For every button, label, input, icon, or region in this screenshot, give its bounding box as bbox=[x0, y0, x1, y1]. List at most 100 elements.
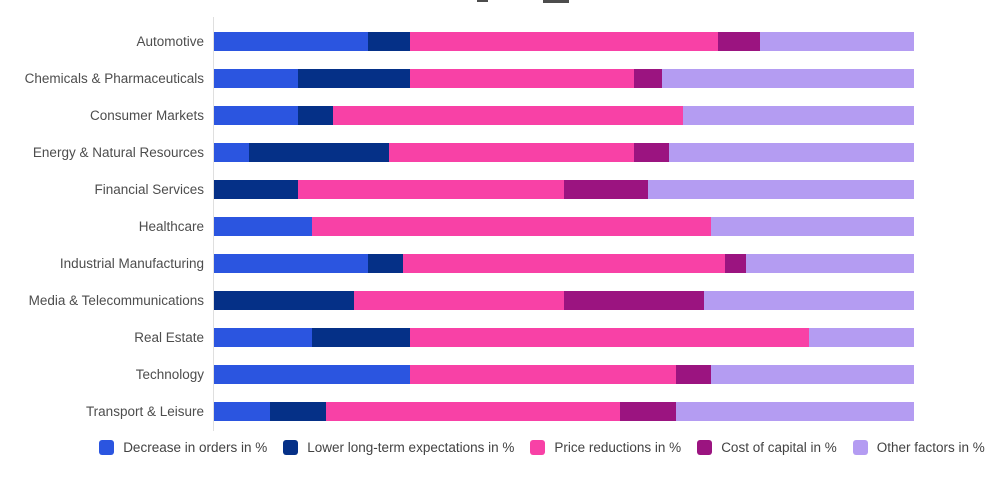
legend-swatch-icon bbox=[99, 440, 115, 455]
stacked-bar bbox=[214, 254, 914, 273]
bar-segment-price-reductions-in[interactable] bbox=[410, 365, 676, 384]
bar-segment-other-factors-in[interactable] bbox=[648, 180, 914, 199]
bar-segment-decrease-in-orders-in[interactable] bbox=[214, 365, 410, 384]
bar-segment-decrease-in-orders-in[interactable] bbox=[214, 32, 368, 51]
bar-segment-cost-of-capital-in[interactable] bbox=[564, 291, 704, 310]
bar-segment-lower-long-term-expectations-in[interactable] bbox=[368, 32, 410, 51]
bar-segment-price-reductions-in[interactable] bbox=[333, 106, 683, 125]
stacked-bar bbox=[214, 291, 914, 310]
legend-item-decrease-in-orders-in[interactable]: Decrease in orders in % bbox=[99, 440, 267, 455]
category-label: Industrial Manufacturing bbox=[59, 256, 204, 271]
bar-row: Financial Services bbox=[0, 171, 1000, 208]
bar-segment-decrease-in-orders-in[interactable] bbox=[214, 143, 249, 162]
bar-segment-price-reductions-in[interactable] bbox=[410, 69, 634, 88]
bar-row: Energy & Natural Resources bbox=[0, 134, 1000, 171]
bar-segment-other-factors-in[interactable] bbox=[676, 402, 914, 421]
bar-segment-decrease-in-orders-in[interactable] bbox=[214, 217, 312, 236]
bar-segment-lower-long-term-expectations-in[interactable] bbox=[312, 328, 410, 347]
category-label: Media & Telecommunications bbox=[28, 293, 204, 308]
category-label: Consumer Markets bbox=[89, 108, 204, 123]
bar-segment-cost-of-capital-in[interactable] bbox=[564, 180, 648, 199]
bar-segment-cost-of-capital-in[interactable] bbox=[718, 32, 760, 51]
bar-segment-price-reductions-in[interactable] bbox=[410, 32, 718, 51]
bar-segment-lower-long-term-expectations-in[interactable] bbox=[249, 143, 389, 162]
legend-swatch-icon bbox=[697, 440, 713, 455]
category-label: Real Estate bbox=[134, 330, 204, 345]
y-axis-line bbox=[213, 17, 214, 431]
bar-segment-cost-of-capital-in[interactable] bbox=[620, 402, 676, 421]
stacked-bar bbox=[214, 106, 914, 125]
legend-item-price-reductions-in[interactable]: Price reductions in % bbox=[530, 440, 681, 455]
stacked-bar bbox=[214, 365, 914, 384]
stacked-bar bbox=[214, 180, 914, 199]
stacked-bar bbox=[214, 69, 914, 88]
bar-row: Industrial Manufacturing bbox=[0, 245, 1000, 282]
legend-label: Decrease in orders in % bbox=[123, 440, 268, 455]
bar-segment-other-factors-in[interactable] bbox=[711, 217, 914, 236]
category-label: Chemicals & Pharmaceuticals bbox=[24, 71, 204, 86]
bar-segment-cost-of-capital-in[interactable] bbox=[725, 254, 746, 273]
bar-segment-other-factors-in[interactable] bbox=[704, 291, 914, 310]
cropped-title-fragment bbox=[477, 0, 488, 2]
bar-segment-other-factors-in[interactable] bbox=[711, 365, 914, 384]
bar-row: Chemicals & Pharmaceuticals bbox=[0, 60, 1000, 97]
legend-item-other-factors-in[interactable]: Other factors in % bbox=[852, 440, 985, 455]
category-label: Financial Services bbox=[94, 182, 204, 197]
bar-segment-price-reductions-in[interactable] bbox=[389, 143, 634, 162]
bar-row: Transport & Leisure bbox=[0, 393, 1000, 430]
bar-row: Consumer Markets bbox=[0, 97, 1000, 134]
stacked-bar bbox=[214, 328, 914, 347]
bar-segment-other-factors-in[interactable] bbox=[746, 254, 914, 273]
legend: Decrease in orders in % Lower long-term e… bbox=[84, 440, 1000, 455]
bar-row: Media & Telecommunications bbox=[0, 282, 1000, 319]
stacked-bar bbox=[214, 402, 914, 421]
legend-item-cost-of-capital-in[interactable]: Cost of capital in % bbox=[697, 440, 837, 455]
bar-segment-cost-of-capital-in[interactable] bbox=[634, 69, 662, 88]
stacked-bar bbox=[214, 143, 914, 162]
legend-label: Lower long-term expectations in % bbox=[307, 440, 515, 455]
bar-segment-other-factors-in[interactable] bbox=[760, 32, 914, 51]
legend-swatch-icon bbox=[283, 440, 299, 455]
bar-segment-cost-of-capital-in[interactable] bbox=[634, 143, 669, 162]
bar-row: Technology bbox=[0, 356, 1000, 393]
category-label: Technology bbox=[135, 367, 204, 382]
cropped-title-fragment bbox=[543, 0, 569, 3]
legend-label: Cost of capital in % bbox=[721, 440, 837, 455]
bar-segment-price-reductions-in[interactable] bbox=[298, 180, 564, 199]
bar-segment-lower-long-term-expectations-in[interactable] bbox=[214, 180, 298, 199]
legend-label: Other factors in % bbox=[876, 440, 985, 455]
bar-segment-lower-long-term-expectations-in[interactable] bbox=[298, 69, 410, 88]
bar-segment-lower-long-term-expectations-in[interactable] bbox=[368, 254, 403, 273]
bar-segment-decrease-in-orders-in[interactable] bbox=[214, 69, 298, 88]
legend-item-lower-long-term-expectations-in[interactable]: Lower long-term expectations in % bbox=[283, 440, 514, 455]
bar-segment-price-reductions-in[interactable] bbox=[403, 254, 725, 273]
bar-segment-other-factors-in[interactable] bbox=[809, 328, 914, 347]
bar-segment-other-factors-in[interactable] bbox=[683, 106, 914, 125]
legend-swatch-icon bbox=[530, 440, 546, 455]
legend-label: Price reductions in % bbox=[554, 440, 682, 455]
bar-segment-decrease-in-orders-in[interactable] bbox=[214, 106, 298, 125]
bar-row: Healthcare bbox=[0, 208, 1000, 245]
category-label: Automotive bbox=[136, 34, 204, 49]
stacked-bar bbox=[214, 217, 914, 236]
bar-segment-decrease-in-orders-in[interactable] bbox=[214, 328, 312, 347]
category-label: Healthcare bbox=[138, 219, 204, 234]
bar-segment-lower-long-term-expectations-in[interactable] bbox=[298, 106, 333, 125]
bar-segment-cost-of-capital-in[interactable] bbox=[676, 365, 711, 384]
bar-row: Automotive bbox=[0, 23, 1000, 60]
bar-segment-other-factors-in[interactable] bbox=[662, 69, 914, 88]
bar-segment-price-reductions-in[interactable] bbox=[410, 328, 809, 347]
bar-segment-decrease-in-orders-in[interactable] bbox=[214, 254, 368, 273]
bar-rows: Automotive Chemicals & Pharmaceuticals Con… bbox=[0, 23, 1000, 430]
stacked-bar bbox=[214, 32, 914, 51]
bar-segment-other-factors-in[interactable] bbox=[669, 143, 914, 162]
bar-segment-decrease-in-orders-in[interactable] bbox=[214, 402, 270, 421]
bar-segment-lower-long-term-expectations-in[interactable] bbox=[214, 291, 354, 310]
bar-segment-price-reductions-in[interactable] bbox=[326, 402, 620, 421]
category-label: Transport & Leisure bbox=[85, 404, 204, 419]
bar-segment-price-reductions-in[interactable] bbox=[354, 291, 564, 310]
category-label: Energy & Natural Resources bbox=[32, 145, 204, 160]
bar-segment-price-reductions-in[interactable] bbox=[312, 217, 711, 236]
bar-segment-lower-long-term-expectations-in[interactable] bbox=[270, 402, 326, 421]
